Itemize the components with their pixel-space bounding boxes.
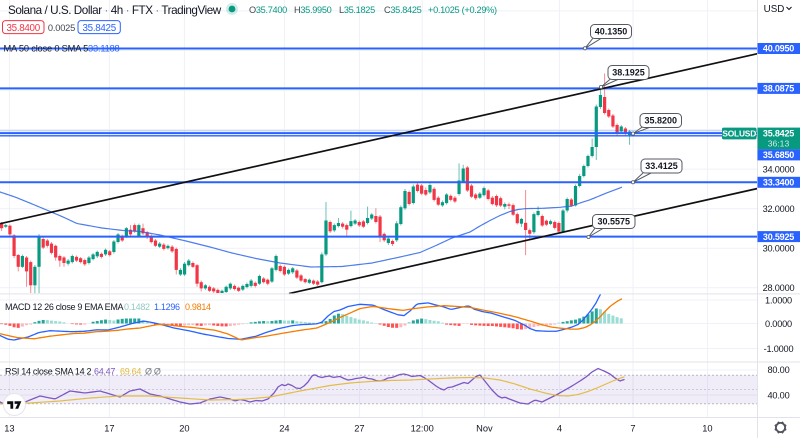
svg-text:27: 27 xyxy=(354,424,364,434)
svg-text:35.8400: 35.8400 xyxy=(7,23,41,34)
svg-text:40.0950: 40.0950 xyxy=(763,44,794,54)
svg-text:33.4125: 33.4125 xyxy=(645,161,678,171)
svg-text:20: 20 xyxy=(179,424,189,434)
svg-text:28.0000: 28.0000 xyxy=(763,283,795,293)
svg-text:35.8425: 35.8425 xyxy=(83,23,117,34)
svg-text:35.6850: 35.6850 xyxy=(763,150,794,160)
svg-text:1.0000: 1.0000 xyxy=(765,295,792,305)
svg-text:-1.0000: -1.0000 xyxy=(764,344,794,354)
svg-text:MA 50 close 0 SMA 533.1188: MA 50 close 0 SMA 533.1188 xyxy=(4,44,120,54)
svg-text:13: 13 xyxy=(4,424,14,434)
svg-text:7: 7 xyxy=(630,424,635,434)
svg-text:38.0875: 38.0875 xyxy=(763,84,794,94)
svg-text:17: 17 xyxy=(104,424,114,434)
svg-text:33.3400: 33.3400 xyxy=(763,178,794,188)
svg-text:Nov: Nov xyxy=(476,424,493,434)
svg-text:35.8425: 35.8425 xyxy=(763,129,794,139)
svg-text:40.00: 40.00 xyxy=(768,390,790,400)
svg-text:30.5925: 30.5925 xyxy=(763,232,794,242)
svg-text:34.0000: 34.0000 xyxy=(763,164,795,174)
svg-text:12:00: 12:00 xyxy=(411,424,434,434)
svg-text:0.0025: 0.0025 xyxy=(48,23,75,33)
svg-text:30.0000: 30.0000 xyxy=(763,244,795,254)
svg-text:MACD 12 26 close 9 EMA EMA0.14: MACD 12 26 close 9 EMA EMA0.1482 1.1296 0.… xyxy=(5,302,211,312)
svg-text:SOLUSD: SOLUSD xyxy=(722,128,756,138)
svg-text:36:13: 36:13 xyxy=(768,139,790,149)
svg-text:38.1925: 38.1925 xyxy=(612,68,645,78)
svg-text:0.0000: 0.0000 xyxy=(765,319,792,329)
svg-text:32.0000: 32.0000 xyxy=(763,204,795,214)
svg-text:80.00: 80.00 xyxy=(768,365,790,375)
svg-text:10: 10 xyxy=(702,424,712,434)
svg-text:USD: USD xyxy=(764,4,785,15)
svg-text:24: 24 xyxy=(279,424,289,434)
svg-text:Solana / U.S. Dollar · 4h · FT: Solana / U.S. Dollar · 4h · FTX · Tradin… xyxy=(8,4,222,17)
svg-text:30.5575: 30.5575 xyxy=(597,217,630,227)
svg-text:40.1350: 40.1350 xyxy=(595,27,628,37)
svg-text:35.8200: 35.8200 xyxy=(644,116,677,126)
svg-text:4: 4 xyxy=(557,424,562,434)
